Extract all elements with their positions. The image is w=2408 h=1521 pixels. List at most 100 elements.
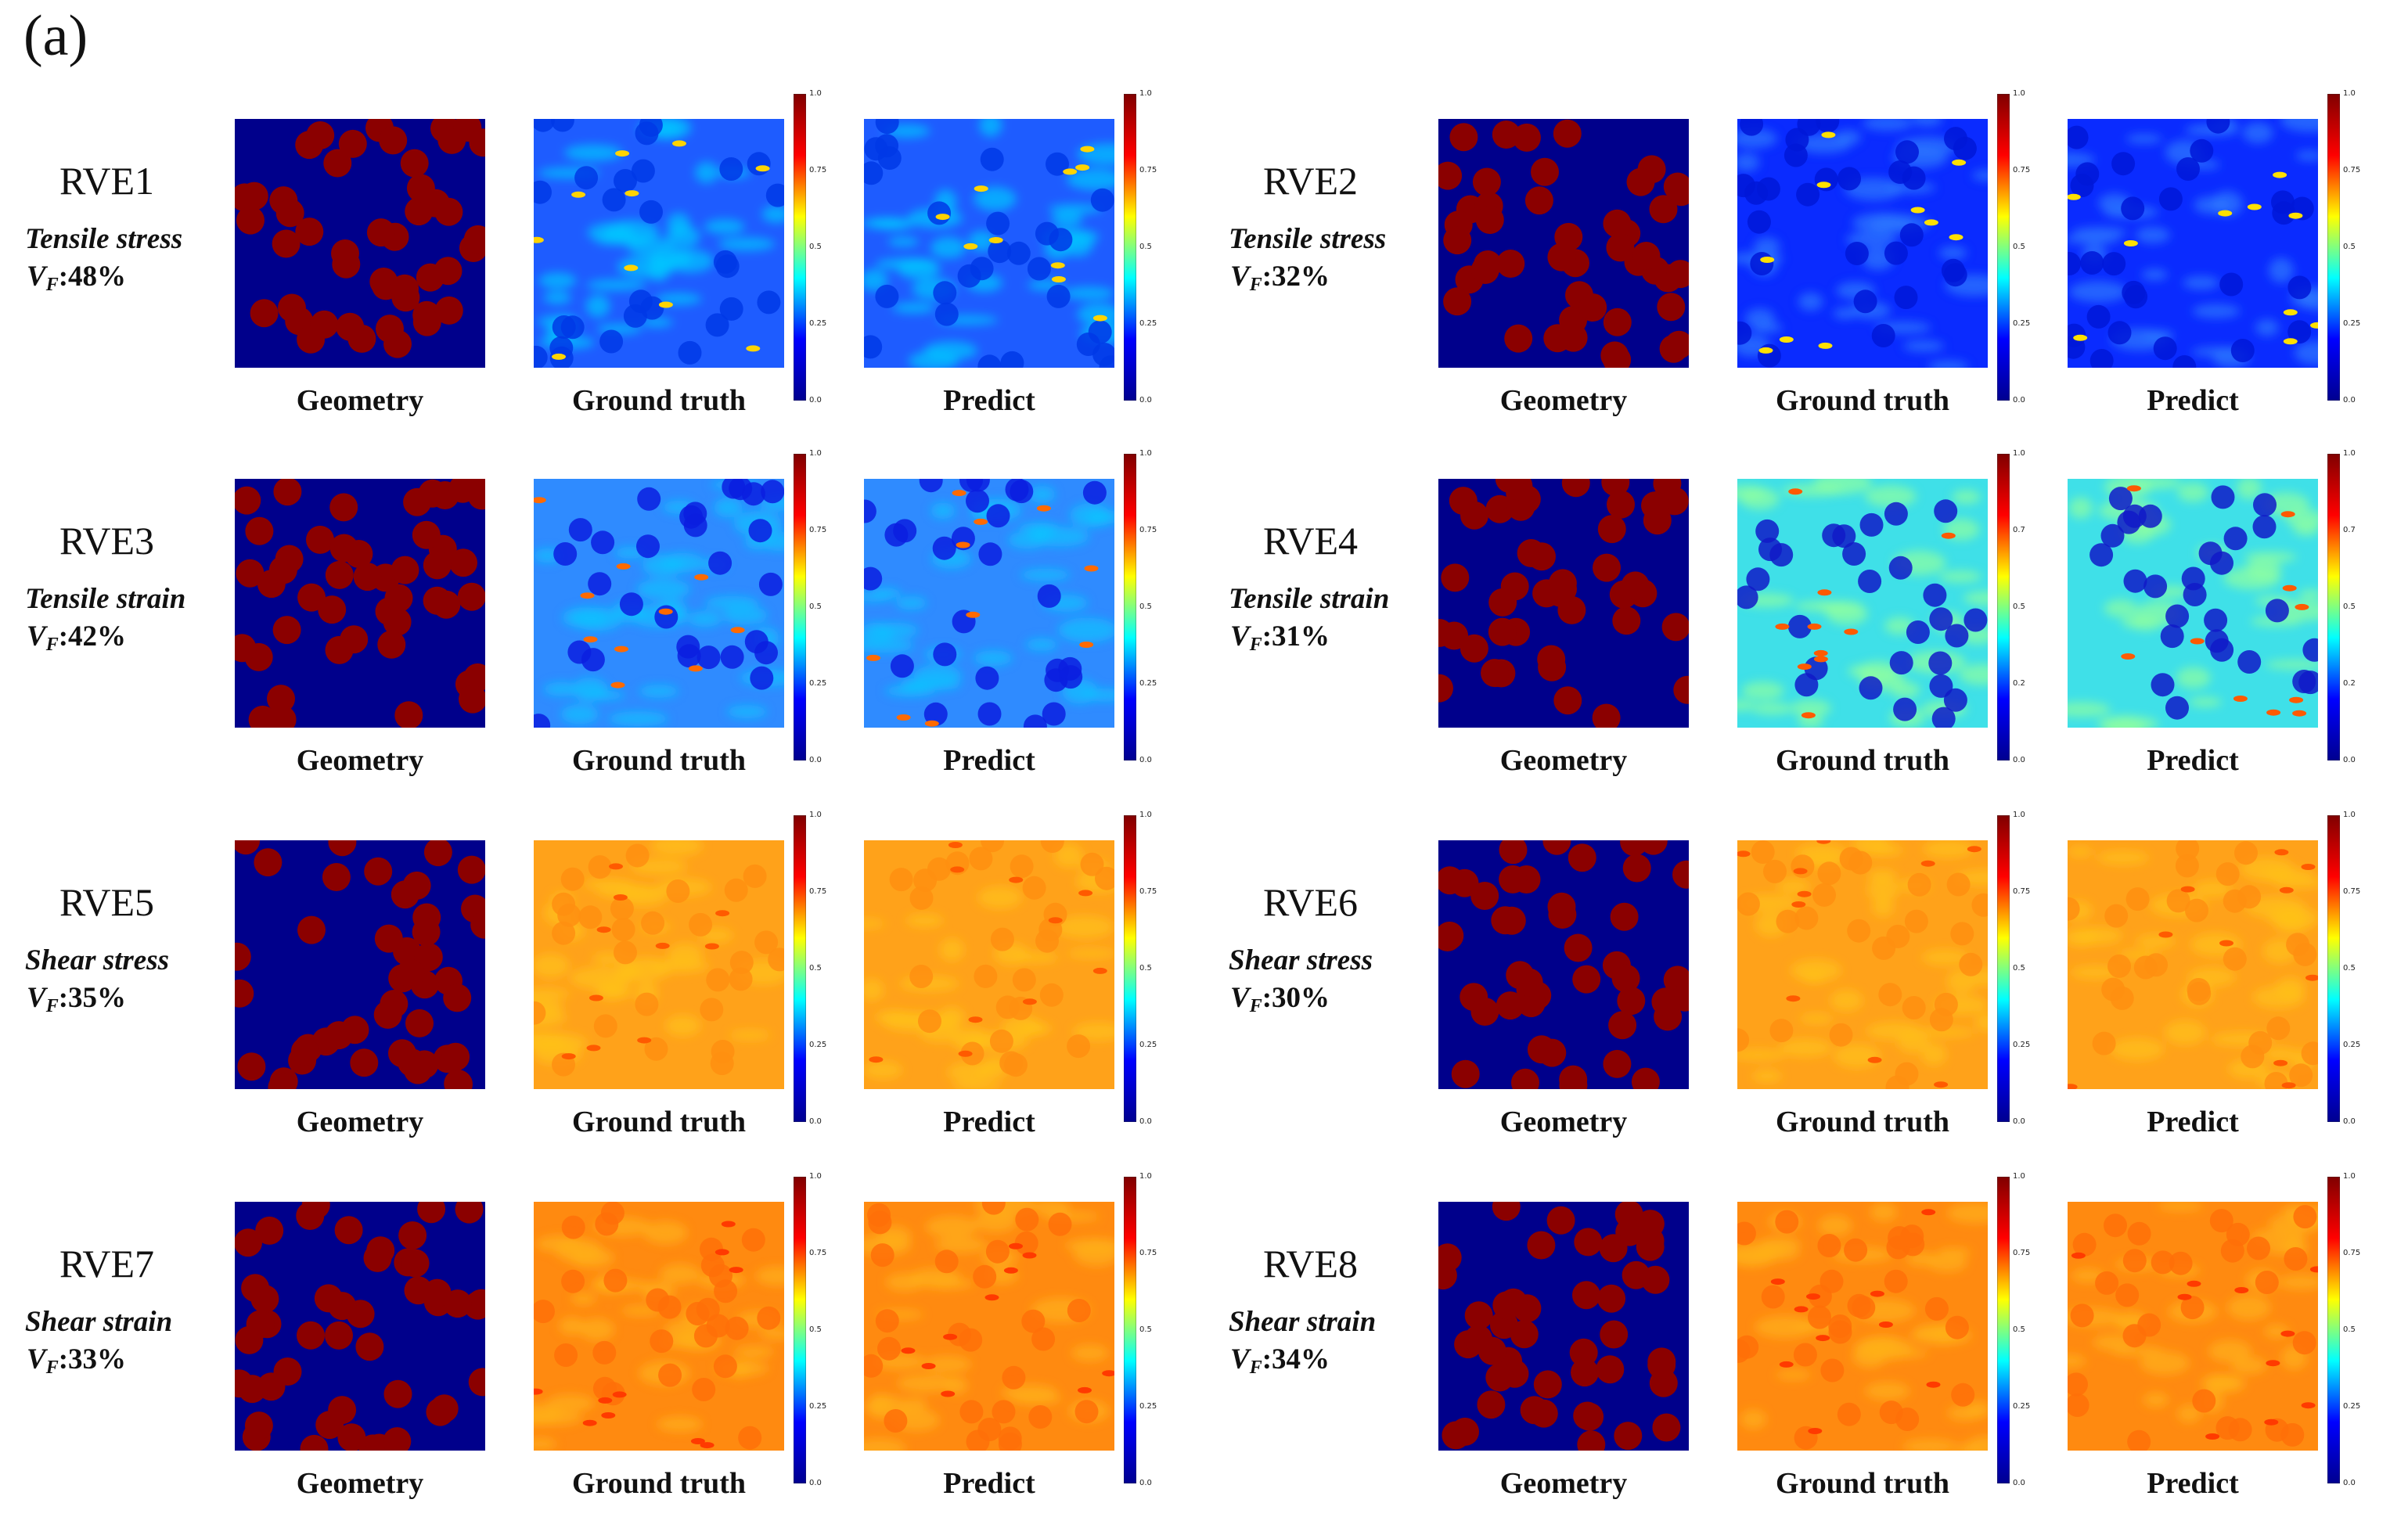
field-inclusion: [1888, 160, 1913, 184]
fiber-inclusion: [1617, 987, 1646, 1016]
field-inclusion: [644, 1037, 668, 1061]
field-mid-zone: [2177, 1404, 2201, 1423]
field-hotspot: [1817, 589, 1832, 596]
field-hotspot: [612, 1391, 627, 1398]
vf-subscript: F: [45, 1357, 59, 1378]
panel-label-predict: Predict: [2147, 1467, 2239, 1500]
fiber-inclusion: [417, 1202, 446, 1224]
field-mid-zone: [945, 1376, 968, 1395]
field-inclusion: [1817, 861, 1841, 886]
field-inclusion: [768, 947, 784, 972]
field-hotspot: [1003, 1267, 1018, 1274]
field-mid-zone: [2269, 257, 2294, 283]
fiber-inclusion: [1559, 323, 1588, 352]
field-inclusion: [1769, 543, 1794, 567]
fiber-inclusion: [449, 548, 477, 577]
fiber-inclusion: [1531, 157, 1559, 186]
fiber-inclusion: [1496, 250, 1525, 278]
field-hotspot: [2219, 940, 2233, 947]
fiber-inclusion: [1443, 226, 1472, 255]
fiber-inclusion: [396, 958, 425, 987]
fiber-inclusion: [1652, 1413, 1681, 1442]
fiber-inclusion: [1492, 1202, 1521, 1221]
field-mid-zone: [1870, 1203, 1898, 1221]
field-inclusion: [2175, 854, 2199, 878]
field-inclusion: [1784, 143, 1808, 167]
fiber-inclusion: [1578, 293, 1607, 322]
fiber-inclusion: [355, 1332, 384, 1361]
fiber-inclusion: [455, 1202, 484, 1224]
colorbar-tick-label: 0.25: [2343, 319, 2361, 328]
colorbar-tick-label: 1.0: [2013, 89, 2025, 98]
vf-subscript: F: [1249, 996, 1262, 1016]
field-mid-zone: [930, 236, 966, 259]
fiber-inclusion: [1511, 1068, 1539, 1089]
field-inclusion: [1014, 1231, 1038, 1255]
field-inclusion: [560, 867, 585, 891]
fiber-inclusion: [1573, 1401, 1602, 1430]
rve-volume-fraction: VF:30%: [1230, 981, 1330, 1017]
fiber-inclusion: [1470, 256, 1499, 284]
field-mid-zone: [872, 218, 915, 230]
field-inclusion: [2166, 889, 2190, 913]
field-inclusion: [1924, 1296, 1949, 1321]
fiber-inclusion: [1661, 613, 1689, 642]
fiber-inclusion: [1514, 968, 1543, 997]
fiber-inclusion: [334, 1216, 363, 1245]
fiber-inclusion: [1649, 195, 1678, 224]
field-inclusion: [1746, 567, 1770, 592]
fiber-inclusion: [1443, 287, 1472, 316]
field-mid-zone: [608, 711, 668, 726]
field-inclusion: [534, 1001, 546, 1025]
field-mid-zone: [1737, 699, 1755, 711]
fiber-inclusion: [1663, 172, 1689, 201]
field-hotspot: [1050, 262, 1065, 269]
fiber-inclusion: [466, 1289, 485, 1318]
field-inclusion: [631, 159, 655, 183]
field-mid-zone: [639, 685, 679, 698]
field-inclusion: [2110, 986, 2134, 1010]
field-inclusion: [875, 119, 899, 135]
colorbar-tick-label: 0.25: [2343, 1402, 2361, 1411]
field-mid-zone: [2231, 1357, 2267, 1375]
fiber-inclusion: [268, 556, 297, 584]
panel-label-ground-truth: Ground truth: [1775, 744, 1950, 777]
field-inclusion: [2176, 157, 2200, 181]
colorbar-tick-label: 0.7: [2013, 526, 2025, 534]
colorbar-tick-label: 1.0: [1139, 89, 1152, 98]
field-inclusion: [1899, 223, 1924, 247]
field-inclusion: [692, 1378, 716, 1401]
field-mid-zone: [2128, 479, 2182, 490]
field-hotspot: [2280, 1330, 2295, 1337]
field-hotspot: [1084, 565, 1099, 572]
field-mid-zone: [1029, 523, 1053, 541]
field-mid-zone: [1020, 568, 1071, 581]
fiber-inclusion: [1607, 490, 1635, 519]
fiber-inclusion: [366, 218, 395, 247]
field-inclusion: [637, 487, 661, 511]
field-mid-zone: [636, 578, 691, 600]
fiber-inclusion: [311, 1027, 340, 1056]
field-mid-zone: [1067, 948, 1114, 958]
colorbar-tick-label: 0.75: [1139, 887, 1157, 896]
field-mid-zone: [1923, 840, 1974, 858]
field-mid-zone: [2255, 319, 2279, 336]
field-inclusion: [2302, 638, 2318, 662]
field-inclusion: [592, 1340, 617, 1365]
field-inclusion: [1812, 883, 1836, 907]
field-inclusion: [1776, 909, 1800, 933]
field-hotspot: [2180, 886, 2195, 893]
field-mid-zone: [1065, 1238, 1114, 1253]
field-inclusion: [977, 354, 1002, 368]
field-inclusion: [998, 1432, 1022, 1451]
field-hotspot: [746, 345, 761, 352]
fiber-inclusion: [1441, 563, 1470, 592]
field-hotspot: [1797, 890, 1812, 897]
field-inclusion: [2228, 1418, 2252, 1442]
colorbar-tick-label: 0.75: [809, 1249, 827, 1257]
field-hotspot: [2273, 1059, 2288, 1066]
field-inclusion: [875, 284, 899, 308]
fiber-inclusion: [235, 942, 251, 971]
field-inclusion: [552, 921, 576, 945]
fiber-inclusion: [1492, 120, 1521, 149]
